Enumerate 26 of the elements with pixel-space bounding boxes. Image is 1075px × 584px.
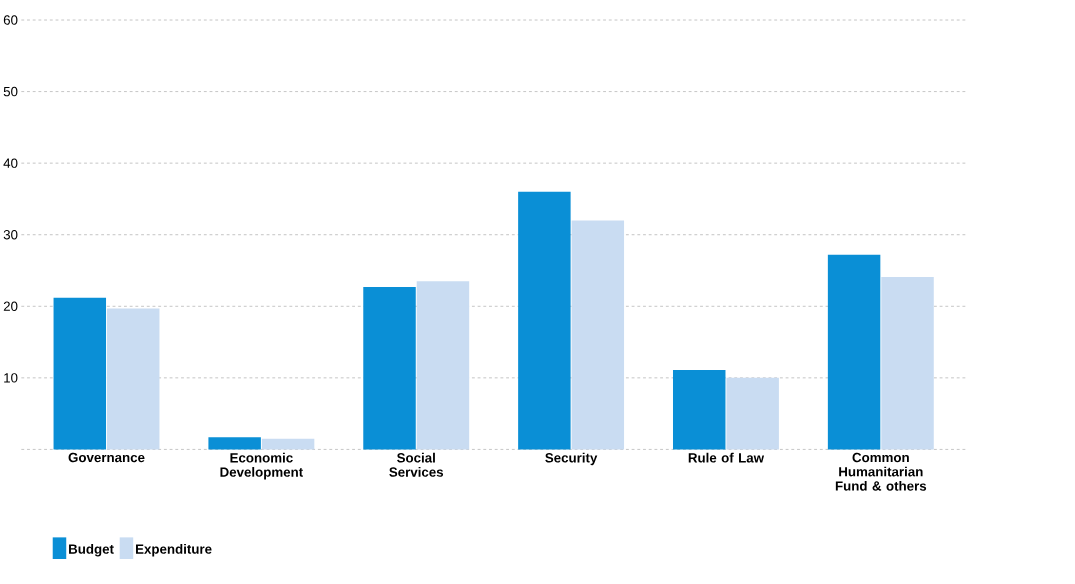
y-tick-label: 20 — [3, 301, 18, 312]
bar — [571, 220, 625, 450]
x-tick-label: Security — [545, 452, 598, 466]
bar — [261, 438, 315, 450]
y-tick-label: 60 — [3, 15, 18, 25]
bar — [827, 254, 881, 450]
x-tick-label: Economic Development — [220, 452, 303, 480]
x-tick-label: Social Services — [389, 452, 444, 477]
legend-label: Expenditure — [136, 544, 212, 557]
bar — [726, 377, 779, 450]
y-tick-label: 30 — [3, 230, 18, 240]
bar — [363, 286, 416, 450]
bar — [881, 276, 934, 450]
bar — [53, 297, 107, 450]
legend-label: Budget — [69, 544, 114, 557]
y-tick-label: 50 — [3, 86, 18, 97]
bar — [208, 437, 261, 450]
x-tick-label: Rule of Law — [688, 452, 765, 463]
y-tick-label: 10 — [4, 373, 18, 383]
bar — [518, 191, 571, 450]
bar — [106, 308, 160, 450]
bar — [416, 281, 470, 450]
y-tick-label: 40 — [3, 158, 18, 168]
x-tick-label: Common Humanitarian Fund & others — [835, 452, 927, 491]
x-tick-label: Governance — [68, 452, 145, 463]
bar — [673, 369, 726, 450]
